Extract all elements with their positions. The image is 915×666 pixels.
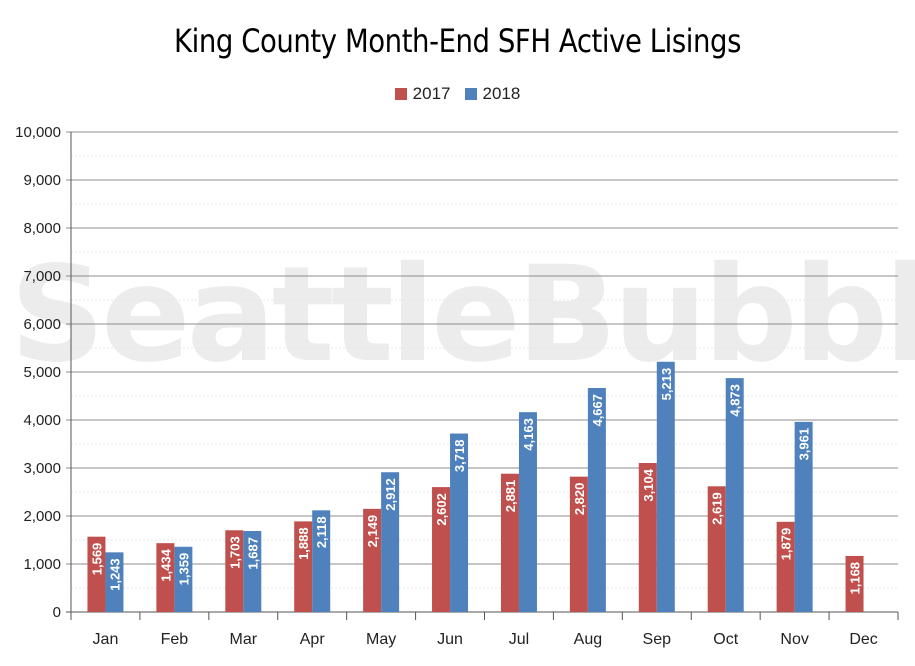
bar-2017-nov	[776, 521, 795, 612]
data-label-2017-sep: 3,104	[641, 468, 656, 501]
bar-2017-jan	[87, 536, 106, 612]
x-tick-label: Jul	[509, 631, 529, 648]
y-tick-label: 3,000	[23, 460, 61, 477]
y-tick-label: 2,000	[23, 508, 61, 525]
watermark-text: SeattleBubble.com	[10, 238, 915, 392]
bar-2018-jul	[518, 412, 537, 612]
data-label-2018-feb: 1,359	[176, 553, 191, 586]
data-label-2017-may: 2,149	[365, 515, 380, 548]
data-label-2018-sep: 5,213	[659, 368, 674, 401]
bar-2017-aug	[569, 476, 588, 612]
bar-2017-may	[363, 508, 382, 612]
data-label-2017-feb: 1,434	[158, 548, 173, 581]
y-tick-label: 10,000	[15, 124, 61, 141]
chart-legend: 2017 2018	[0, 84, 915, 104]
bar-2018-sep	[656, 361, 675, 612]
y-tick-label: 1,000	[23, 556, 61, 573]
x-tick-label: Feb	[161, 631, 189, 648]
bar-2018-oct	[725, 378, 744, 612]
x-tick-label: Dec	[849, 631, 877, 648]
data-label-2018-apr: 2,118	[314, 516, 329, 548]
x-tick-label: Apr	[300, 631, 326, 648]
x-tick-label: Nov	[780, 631, 808, 648]
chart-title: King County Month-End SFH Active Lisings	[174, 22, 741, 60]
bar-2018-apr	[312, 510, 331, 612]
bar-2018-jun	[450, 433, 469, 612]
bar-2017-feb	[156, 543, 175, 612]
bar-2018-feb	[174, 546, 193, 612]
x-tick-label: Oct	[713, 631, 738, 648]
y-tick-label: 6,000	[23, 316, 61, 333]
data-label-2018-nov: 3,961	[797, 428, 812, 461]
bar-2017-mar	[225, 530, 244, 612]
x-tick-label: May	[366, 631, 396, 648]
x-tick-label: Aug	[574, 631, 602, 648]
bar-2017-dec	[845, 555, 864, 612]
data-label-2018-may: 2,912	[383, 478, 398, 511]
data-label-2017-apr: 1,888	[296, 527, 311, 560]
bar-2017-jun	[432, 487, 451, 612]
data-label-2017-mar: 1,703	[227, 536, 242, 569]
y-tick-label: 7,000	[23, 268, 61, 285]
bar-2017-sep	[638, 463, 657, 612]
bar-2018-aug	[587, 387, 606, 612]
data-label-2018-oct: 4,873	[728, 384, 743, 417]
bar-2018-mar	[243, 531, 262, 612]
x-tick-label: Jan	[93, 631, 119, 648]
data-label-2017-jan: 1,569	[89, 543, 104, 576]
data-label-2017-jun: 2,602	[434, 493, 449, 526]
data-label-2018-jun: 3,718	[452, 440, 467, 473]
bar-2017-apr	[294, 521, 313, 612]
data-label-2017-aug: 2,820	[572, 483, 587, 516]
y-tick-label: 5,000	[23, 364, 61, 381]
legend-swatch-2017	[394, 88, 407, 100]
bar-2017-jul	[500, 473, 519, 612]
data-label-2017-nov: 1,879	[779, 528, 794, 561]
x-tick-label: Jun	[437, 631, 463, 648]
legend-label-2017: 2017	[412, 84, 451, 103]
bar-2018-nov	[794, 421, 813, 612]
bar-2017-oct	[707, 486, 726, 612]
data-label-2018-mar: 1,687	[245, 537, 260, 570]
legend-item-2018: 2018	[464, 84, 521, 104]
bar-2018-may	[381, 472, 400, 612]
x-tick-label: Sep	[643, 631, 672, 648]
y-tick-label: 8,000	[23, 220, 61, 237]
legend-item-2017: 2017	[394, 84, 451, 104]
legend-label-2018: 2018	[482, 84, 521, 103]
data-label-2017-dec: 1,168	[848, 562, 863, 595]
y-tick-label: 9,000	[23, 172, 61, 189]
bar-2018-jan	[105, 552, 124, 612]
data-label-2018-aug: 4,667	[590, 394, 605, 427]
x-tick-label: Mar	[230, 631, 258, 648]
data-label-2018-jul: 4,163	[521, 418, 536, 451]
y-tick-label: 0	[53, 604, 61, 621]
data-label-2017-jul: 2,881	[503, 480, 518, 513]
data-label-2017-oct: 2,619	[710, 492, 725, 525]
legend-swatch-2018	[464, 88, 477, 100]
y-tick-label: 4,000	[23, 412, 61, 429]
data-label-2018-jan: 1,243	[107, 558, 122, 591]
